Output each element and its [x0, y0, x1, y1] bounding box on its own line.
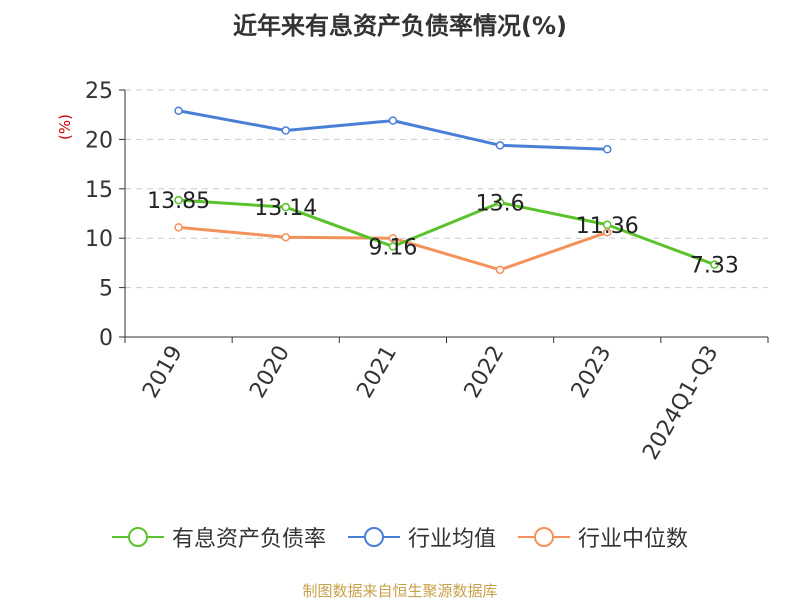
data-point[interactable]: [495, 141, 505, 150]
y-tick-label: 0: [99, 326, 113, 351]
y-tick-label: 5: [99, 277, 113, 302]
data-point[interactable]: [174, 106, 183, 115]
data-label: 9.16: [368, 235, 417, 260]
y-tick-label: 20: [85, 128, 113, 153]
x-tick-label: 2019: [138, 342, 188, 403]
data-point[interactable]: [495, 265, 505, 275]
data-point[interactable]: [281, 126, 290, 135]
data-label: 13.85: [147, 189, 210, 214]
axis-layer: 0 5 10 15 20 25 2019 2020 2021 2022 2023 2024Q1-Q3: [85, 79, 769, 465]
legend-item-industry-mean[interactable]: 行业均值: [347, 521, 496, 553]
x-tick-label: 2024Q1-Q3: [638, 342, 723, 465]
data-point[interactable]: [710, 260, 719, 269]
legend-marker-icon: [111, 527, 164, 547]
legend-label: 行业中位数: [578, 527, 689, 552]
data-point[interactable]: [174, 195, 183, 205]
data-point[interactable]: [388, 242, 398, 251]
data-point[interactable]: [388, 116, 398, 125]
legend-marker-icon: [518, 527, 570, 547]
legend-label: 行业均值: [407, 527, 496, 552]
grid-layer: [125, 89, 768, 289]
data-label: 13.14: [254, 196, 317, 221]
data-point[interactable]: [281, 202, 290, 212]
legend-label: 有息资产负债率: [171, 527, 326, 552]
series-line: [178, 198, 715, 266]
legend-item-interest-debt-ratio[interactable]: 有息资产负债率: [111, 521, 326, 553]
series-layer: [174, 106, 719, 275]
y-tick-label: 10: [85, 227, 113, 252]
data-point[interactable]: [603, 220, 612, 230]
y-tick-label: 15: [85, 178, 113, 203]
chart-title: 近年来有息资产负债率情况(%): [233, 12, 567, 40]
legend: 有息资产负债率 行业均值 行业中位数: [0, 520, 800, 554]
data-label: 11.36: [576, 214, 639, 239]
data-point[interactable]: [495, 198, 505, 207]
x-tick-label: 2021: [352, 342, 402, 403]
data-label: 13.6: [476, 192, 525, 217]
y-tick-label: 25: [85, 79, 113, 104]
x-tick-label: 2022: [460, 342, 510, 403]
legend-item-industry-median[interactable]: 行业中位数: [518, 521, 688, 553]
data-point[interactable]: [388, 233, 398, 243]
legend-marker-icon: [347, 527, 400, 547]
label-layer: 13.85 13.14 9.16 13.6 11.36 7.33: [147, 189, 739, 278]
data-point[interactable]: [174, 223, 183, 232]
data-point[interactable]: [281, 232, 290, 242]
x-tick-label: 2023: [567, 342, 617, 403]
y-axis-label: (%): [56, 114, 74, 140]
data-label: 7.33: [690, 254, 739, 279]
data-point[interactable]: [603, 145, 612, 154]
x-tick-label: 2020: [245, 342, 295, 403]
source-note: 制图数据来自恒生聚源数据库: [302, 582, 498, 600]
